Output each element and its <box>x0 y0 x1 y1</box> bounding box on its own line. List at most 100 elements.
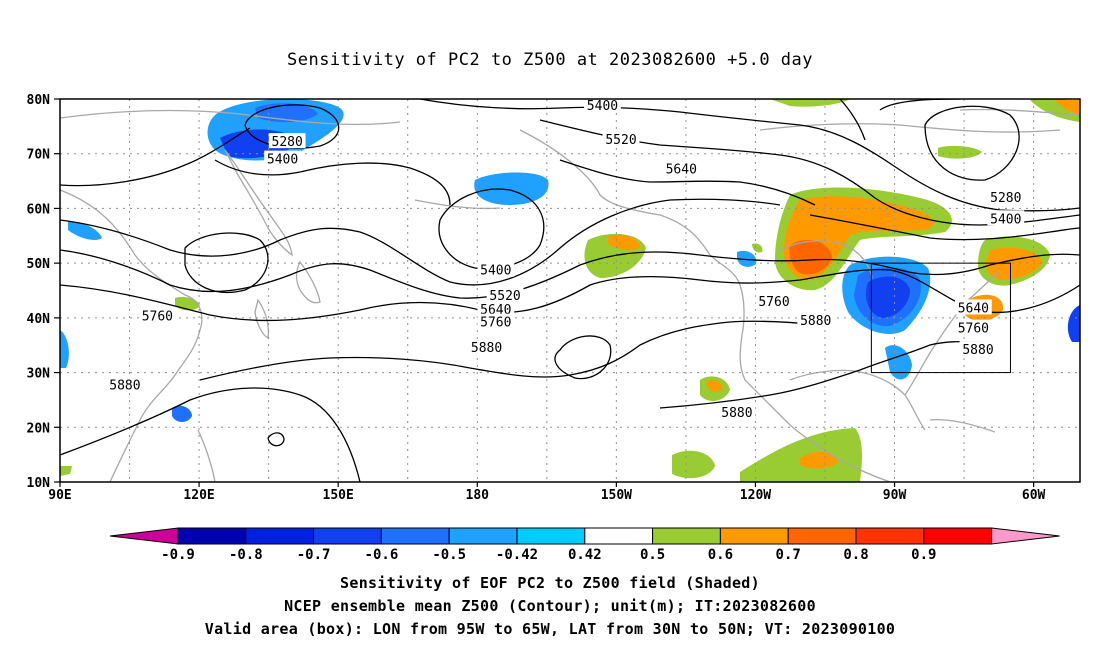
coastline-alaska <box>519 129 891 482</box>
shade-negative-gulf <box>885 345 912 380</box>
shade-positive-west-small <box>175 296 200 311</box>
contour-5280-closed-ne <box>924 105 1020 181</box>
contour-label-bg <box>486 286 524 302</box>
shade-negative-west-edge <box>60 330 69 368</box>
contour-5400-northwest <box>214 159 451 206</box>
shade-positive-central-america <box>740 428 863 482</box>
shade-negative-scs-dot <box>172 405 192 422</box>
coastline-east-us <box>904 269 1001 396</box>
contour-label: 5760 <box>480 316 511 331</box>
contour-label-bg <box>106 376 144 392</box>
colorbar-label: -0.5 <box>432 547 466 563</box>
contour-label: 5760 <box>958 322 989 337</box>
colorbar-label: 0.7 <box>776 547 801 563</box>
contour-5880-low <box>199 320 821 381</box>
shade-negative-kamchatka-dot <box>68 221 102 241</box>
shade-positive-north-america-core <box>789 239 832 275</box>
contour-label: 5880 <box>471 341 502 356</box>
contour-5880-pacific-low <box>554 335 612 380</box>
colorbar-swatch <box>177 527 247 545</box>
shade-negative-gulf-alaska <box>737 250 757 267</box>
contour-label: 5400 <box>480 264 511 279</box>
contour-label-bg <box>264 150 301 166</box>
contour-label-bg <box>718 403 756 419</box>
contour-label-bg <box>477 261 515 277</box>
contour-label: 5880 <box>109 379 140 394</box>
contour-5760-trough-low <box>184 232 269 294</box>
contour-5880-loop <box>267 432 285 447</box>
colorbar-swatch <box>516 527 586 545</box>
contour-label: 5760 <box>758 295 789 310</box>
contour-5520-east <box>809 214 1080 241</box>
caption-line-1: Sensitivity of EOF PC2 to Z500 field (Sh… <box>340 574 760 592</box>
colorbar: -0.9 -0.8 -0.7 -0.6 -0.5 -0.42 0.42 0.5 0.6 0.7 0.… <box>109 527 1060 563</box>
colorbar-label: 0.5 <box>640 547 665 563</box>
contour-label: 5520 <box>489 289 520 304</box>
contour-label: 5880 <box>721 406 752 421</box>
plot-frame <box>59 98 1081 483</box>
contour-label: 5400 <box>587 99 618 114</box>
contour-labels: 5280 5400 5400 5520 5640 5280 5400 5400 5520 5640… <box>106 97 1025 421</box>
shade-negative-east-edge <box>1067 305 1080 342</box>
shade-positive-arctic <box>770 99 850 107</box>
shade-positive-greenland-green-dot <box>938 145 982 159</box>
contour-label-bg <box>954 319 992 335</box>
contour-outer-west <box>60 127 251 187</box>
colorbar-label: 0.42 <box>568 547 602 563</box>
shade-positive-tropic-dot <box>60 466 72 476</box>
coastline-greenland <box>959 108 1080 116</box>
contour-label: 5400 <box>267 153 298 168</box>
contour-label-bg <box>954 299 992 315</box>
contour-label-bg <box>987 188 1025 204</box>
contour-5160-ne <box>879 99 961 111</box>
shade-positive-central-america-orange <box>800 451 838 469</box>
coastline-siberia <box>60 109 401 126</box>
latitude-labels: 80N 70N 60N 50N 40N 30N 20N 10N <box>27 93 60 491</box>
contour-label: 5640 <box>666 162 697 177</box>
contour-5640-north <box>559 159 816 206</box>
contour-arctic-5520 <box>839 99 866 141</box>
longitude-labels: 90E 120E 150E 180 150W 120W 90W 60W <box>48 482 1046 503</box>
colorbar-label: -0.9 <box>161 547 195 563</box>
valid-area-box <box>870 262 1011 374</box>
coastline-caribbean <box>929 419 996 433</box>
coastline-canada-arctic <box>759 123 1061 133</box>
colorbar-high-extend <box>991 527 1060 545</box>
contour-label-bg <box>602 130 640 146</box>
colorbar-swatch <box>787 527 857 545</box>
lon-label: 90E <box>48 488 71 503</box>
contour-5400-closed <box>438 188 545 270</box>
colorbar-label: 0.8 <box>843 547 868 563</box>
contour-label: 5520 <box>605 133 636 148</box>
contour-label-bg <box>477 313 515 329</box>
contour-5520 <box>60 198 781 286</box>
coastline-japan <box>295 260 321 304</box>
coastline-hudson <box>779 240 873 279</box>
contour-5760 <box>60 269 1080 322</box>
contour-5640 <box>60 249 1080 299</box>
contour-label-bg <box>584 97 621 113</box>
lat-label: 80N <box>27 93 51 108</box>
lat-label: 50N <box>27 257 51 272</box>
page-title: Sensitivity of PC2 to Z500 at 2023082600… <box>286 50 813 70</box>
colorbar-label: -0.42 <box>496 547 538 563</box>
lon-label: 180 <box>466 488 490 503</box>
coastline-philippines <box>197 429 216 482</box>
colorbar-swatch <box>584 527 654 545</box>
contour-label: 5280 <box>990 191 1021 206</box>
colorbar-swatch <box>380 527 450 545</box>
colorbar-low-extend <box>109 527 179 545</box>
coastline-gulf-coast <box>789 369 926 431</box>
shade-positive-east-pacific-orange <box>706 380 723 392</box>
contour-label-bg <box>959 341 997 357</box>
colorbar-label: -0.6 <box>365 547 399 563</box>
contour-label: 5760 <box>142 310 173 325</box>
lat-label: 30N <box>27 367 51 382</box>
colorbar-label: -0.7 <box>297 547 331 563</box>
shade-positive-hudson-dot <box>752 243 763 253</box>
coastline-kamchatka <box>224 149 293 257</box>
contour-5400-north <box>419 99 1080 212</box>
lat-label: 40N <box>27 312 51 327</box>
colorbar-swatch <box>313 527 382 545</box>
